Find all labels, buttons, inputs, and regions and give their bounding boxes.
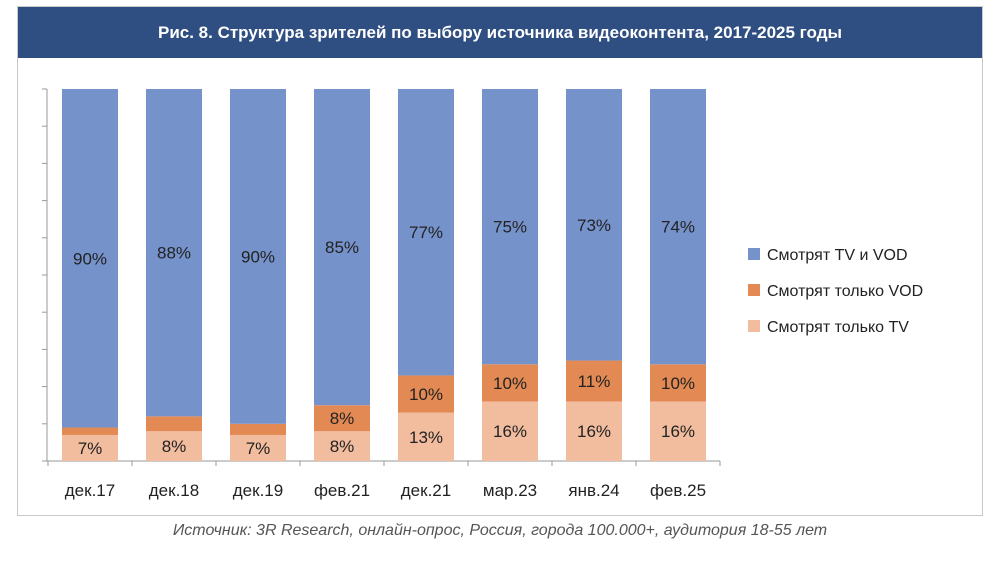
bar-tv_and_vod	[398, 89, 454, 376]
data-label: 85%	[325, 238, 359, 257]
bar-tv_and_vod	[314, 89, 370, 406]
x-tick-label: дек.17	[65, 481, 115, 500]
x-tick-label: янв.24	[568, 481, 619, 500]
data-label: 8%	[330, 409, 355, 428]
data-label: 11%	[578, 372, 611, 391]
data-label: 7%	[246, 439, 271, 458]
bar-only_vod	[230, 423, 286, 435]
bar-only_tv	[62, 434, 118, 461]
source-note: Источник: 3R Research, онлайн-опрос, Рос…	[172, 522, 828, 539]
x-tick-label: фев.25	[650, 481, 706, 500]
bar-only_tv	[146, 431, 202, 461]
bar-only_tv	[230, 434, 286, 461]
bar-only_tv	[482, 401, 538, 461]
data-label: 75%	[493, 218, 527, 237]
bar-only_tv	[314, 431, 370, 461]
x-tick-label: мар.23	[483, 481, 537, 500]
bar-only_vod	[566, 360, 622, 402]
bar-only_vod	[398, 375, 454, 413]
data-label: 16%	[577, 422, 611, 441]
legend-label: Смотрят только TV	[767, 319, 909, 336]
x-tick-label: дек.19	[233, 481, 283, 500]
bar-tv_and_vod	[650, 89, 706, 365]
bar-tv_and_vod	[62, 89, 118, 428]
data-label: 8%	[162, 437, 187, 456]
data-label: 13%	[409, 428, 443, 447]
data-label: 10%	[409, 385, 443, 404]
legend-swatch	[748, 320, 760, 332]
data-label: 8%	[330, 437, 355, 456]
x-tick-label: фев.21	[314, 481, 370, 500]
data-label: 88%	[157, 244, 191, 263]
data-label: 16%	[493, 422, 527, 441]
data-label: 90%	[241, 247, 275, 266]
bar-tv_and_vod	[146, 89, 202, 417]
data-label: 90%	[73, 249, 107, 268]
legend-swatch	[748, 248, 760, 260]
bar-tv_and_vod	[230, 89, 286, 424]
bar-only_vod	[62, 427, 118, 435]
legend-label: Смотрят только VOD	[767, 283, 923, 300]
bar-tv_and_vod	[566, 89, 622, 361]
data-label: 16%	[661, 422, 695, 441]
legend-label: Смотрят TV и VOD	[767, 247, 908, 264]
bar-only_vod	[482, 364, 538, 402]
data-label: 7%	[78, 439, 103, 458]
bar-only_tv	[566, 401, 622, 461]
bar-only_vod	[314, 405, 370, 432]
data-label: 77%	[409, 223, 443, 242]
bar-only_tv	[398, 412, 454, 461]
bar-only_vod	[650, 364, 706, 402]
bar-only_tv	[650, 401, 706, 461]
bar-tv_and_vod	[482, 89, 538, 365]
legend-swatch	[748, 284, 760, 296]
bar-only_vod	[146, 416, 202, 432]
chart-title: Рис. 8. Структура зрителей по выбору ист…	[18, 7, 982, 58]
data-label: 10%	[493, 374, 527, 393]
x-tick-label: дек.21	[401, 481, 451, 500]
stacked-bar-chart: 7% 90% дек.17 8% 88% дек.18 7% 90% дек.19 8% 8% 85%…	[42, 88, 923, 500]
data-label: 10%	[661, 374, 695, 393]
data-label: 73%	[577, 216, 611, 235]
x-tick-label: дек.18	[149, 481, 199, 500]
data-label: 74%	[661, 218, 695, 237]
